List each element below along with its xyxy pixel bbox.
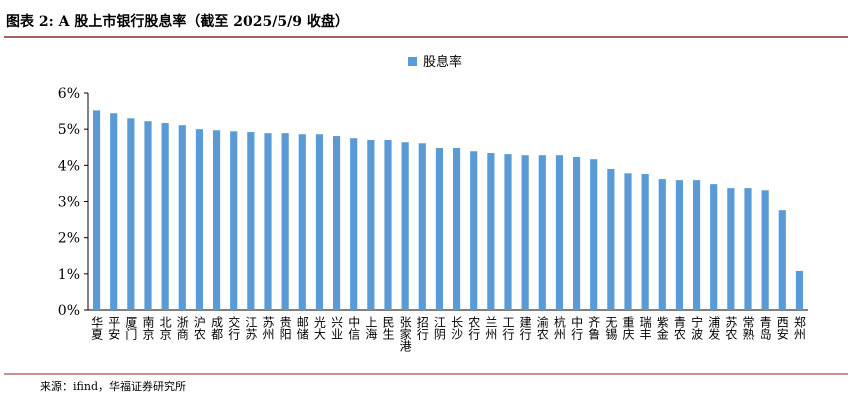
y-tick-label: 5% (58, 122, 80, 138)
bar (367, 140, 375, 310)
bar (435, 147, 444, 310)
x-tick-label: 兴业 (330, 316, 344, 340)
y-tick-label: 6% (58, 86, 80, 102)
bar (92, 110, 101, 310)
x-tick-label: 工行 (501, 316, 515, 340)
x-tick-label: 苏农 (724, 316, 738, 341)
x-tick-label: 上海 (364, 316, 378, 340)
x-tick-label: 邮储 (295, 316, 309, 340)
bar (487, 153, 495, 310)
bar (315, 134, 324, 310)
bar (538, 155, 546, 310)
x-tick-label: 南京 (141, 315, 155, 341)
x-tick-label: 长沙 (450, 316, 464, 340)
x-tick-label: 西安 (775, 316, 789, 340)
x-tick-label: 苏州 (261, 316, 275, 340)
bar (555, 155, 564, 310)
legend-label: 股息率 (423, 54, 462, 70)
x-tick-label: 沪农 (192, 316, 206, 341)
x-tick-label: 浙商 (175, 316, 189, 341)
x-tick-label: 厦门 (124, 316, 138, 340)
x-tick-label: 成都 (210, 316, 224, 340)
bar (212, 130, 221, 310)
bar (692, 180, 701, 310)
x-tick-label: 齐鲁 (587, 315, 601, 341)
bar (247, 132, 255, 310)
bar (161, 123, 169, 310)
x-tick-label: 建行 (518, 316, 532, 340)
x-tick-label: 张家港 (398, 316, 412, 352)
x-tick-label: 江苏 (244, 316, 258, 340)
bar (452, 147, 461, 310)
y-tick-label: 1% (58, 267, 80, 283)
x-tick-label: 北京 (158, 316, 172, 341)
x-tick-label: 宁波 (690, 315, 704, 341)
bar (744, 188, 752, 310)
x-tick-label: 青农 (672, 316, 686, 341)
x-tick-label: 中信 (347, 315, 361, 341)
x-tick-label: 农行 (467, 316, 481, 340)
y-tick-label: 2% (58, 231, 80, 247)
x-tick-label: 杭州 (552, 315, 566, 340)
bar (401, 142, 409, 310)
x-tick-label: 常熟 (741, 316, 755, 341)
bar (127, 118, 135, 310)
x-tick-label: 贵阳 (278, 316, 292, 340)
bar (332, 136, 341, 310)
x-tick-label: 兰州 (484, 316, 498, 340)
bar (264, 133, 272, 310)
bar (572, 157, 581, 310)
chart-title: 图表 2: A 股上市银行股息率（截至 2025/5/9 收盘） (6, 13, 349, 30)
bar (727, 188, 735, 310)
x-tick-label: 无锡 (604, 316, 618, 341)
bar (298, 134, 306, 310)
bar (607, 168, 615, 310)
bar (110, 113, 118, 311)
bar (675, 180, 684, 310)
x-tick-label: 浦发 (707, 316, 721, 340)
bar (350, 138, 358, 310)
x-tick-label: 民生 (381, 316, 395, 340)
x-tick-label: 光大 (312, 316, 326, 340)
bar (710, 184, 718, 310)
x-tick-label: 郑州 (792, 315, 806, 340)
x-tick-label: 渝农 (535, 315, 549, 341)
x-tick-label: 江阴 (432, 316, 446, 341)
x-tick-label: 华夏 (90, 316, 104, 340)
bar (778, 210, 786, 310)
y-tick-label: 4% (58, 158, 80, 174)
bar (418, 143, 426, 310)
bar (144, 121, 152, 311)
bar (384, 140, 392, 310)
y-tick-label: 3% (58, 195, 80, 211)
x-tick-label: 交行 (227, 315, 241, 340)
bar (504, 154, 512, 310)
x-tick-label: 重庆 (621, 316, 635, 340)
bar (195, 129, 204, 310)
bar (590, 159, 598, 310)
bar (521, 155, 529, 310)
bar (658, 179, 666, 310)
x-tick-label: 瑞丰 (638, 316, 652, 340)
source: 来源：ifind，华福证券研究所 (40, 379, 186, 393)
bar (795, 270, 804, 310)
bar (178, 125, 186, 311)
bar (761, 190, 769, 310)
legend-swatch (408, 57, 417, 66)
bar (624, 173, 632, 310)
x-tick-label: 中行 (570, 315, 584, 340)
bar (281, 133, 289, 310)
x-tick-label: 招行 (415, 316, 429, 340)
bar (641, 174, 649, 310)
y-tick-label: 0% (58, 303, 80, 319)
x-tick-label: 青岛 (758, 316, 772, 341)
bar (470, 151, 478, 310)
x-tick-label: 平安 (107, 316, 121, 340)
x-tick-label: 紫金 (655, 316, 669, 340)
bar (230, 131, 238, 310)
